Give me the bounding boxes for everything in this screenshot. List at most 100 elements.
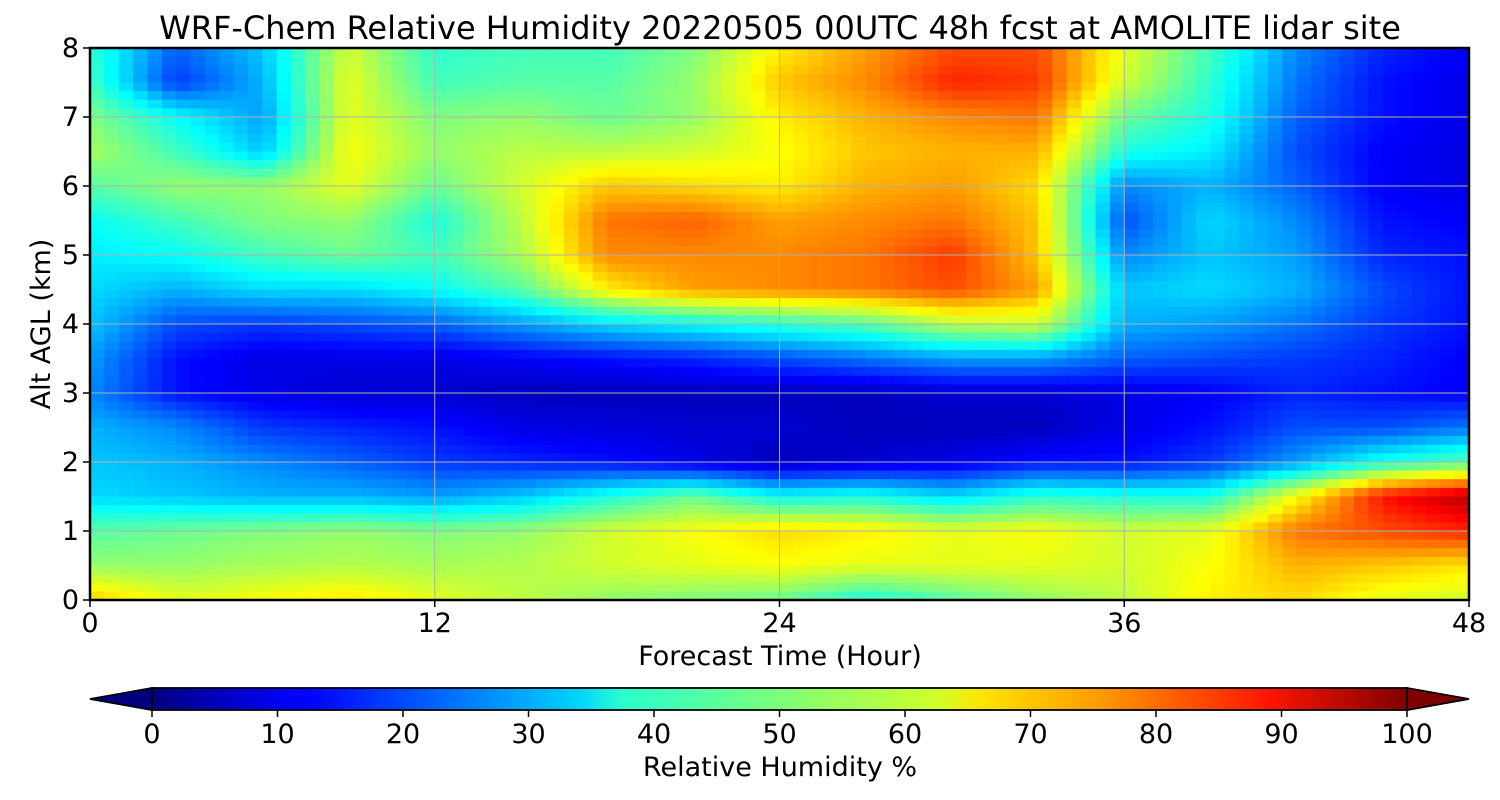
heatmap-cell [994, 108, 1010, 118]
heatmap-cell [161, 194, 177, 204]
heatmap-cell [923, 298, 939, 308]
heatmap-cell [1152, 289, 1168, 299]
heatmap-cell [434, 108, 450, 118]
heatmap-cell [391, 211, 407, 222]
heatmap-cell [664, 280, 680, 291]
heatmap-cell [1124, 436, 1140, 446]
heatmap-cell [1253, 332, 1269, 342]
heatmap-cell [937, 99, 953, 109]
heatmap-cell [334, 436, 350, 446]
heatmap-cell [851, 177, 867, 187]
heatmap-cell [549, 134, 565, 144]
heatmap-cell [1354, 306, 1370, 316]
heatmap-cell [1081, 73, 1097, 84]
heatmap-cell [1310, 272, 1326, 282]
heatmap-cell [1152, 487, 1168, 498]
heatmap-cell [1181, 358, 1197, 368]
heatmap-cell [90, 229, 105, 239]
heatmap-cell [1066, 358, 1082, 368]
heatmap-cell [607, 427, 623, 437]
heatmap-cell [406, 479, 421, 489]
heatmap-cell [923, 401, 939, 411]
heatmap-cell [607, 73, 623, 84]
heatmap-cell [722, 358, 737, 368]
heatmap-cell [1181, 436, 1197, 446]
heatmap-cell [1196, 487, 1212, 498]
heatmap-cell [262, 393, 278, 403]
heatmap-cell [1066, 401, 1082, 411]
heatmap-cell [204, 401, 220, 411]
heatmap-cell [592, 462, 608, 472]
heatmap-cell [564, 444, 579, 454]
heatmap-cell [865, 65, 881, 75]
heatmap-cell [779, 358, 795, 368]
heatmap-cell [549, 479, 565, 489]
heatmap-cell [1354, 246, 1370, 256]
heatmap-cell [104, 367, 120, 377]
heatmap-cell [549, 401, 565, 411]
heatmap-cell [1052, 151, 1068, 161]
heatmap-cell [118, 375, 134, 385]
heatmap-cell [664, 289, 680, 299]
heatmap-cell [233, 142, 249, 153]
heatmap-cell [520, 220, 536, 230]
heatmap-cell [865, 401, 881, 411]
heatmap-cell [1325, 349, 1341, 360]
heatmap-cell [894, 48, 910, 58]
heatmap-cell [1124, 91, 1140, 101]
heatmap-cell [678, 436, 694, 446]
heatmap-cell [1354, 367, 1370, 377]
heatmap-cell [1038, 203, 1054, 213]
heatmap-cell [664, 272, 680, 282]
heatmap-cell [1397, 82, 1413, 92]
heatmap-cell [118, 108, 134, 118]
heatmap-cell [334, 324, 350, 334]
heatmap-cell [348, 410, 364, 420]
heatmap-cell [90, 306, 105, 316]
heatmap-cell [793, 479, 809, 489]
heatmap-cell [1411, 246, 1427, 256]
heatmap-cell [1081, 246, 1097, 256]
heatmap-cell [621, 462, 637, 472]
heatmap-cell [1253, 393, 1269, 403]
heatmap-cell [1325, 280, 1341, 291]
heatmap-cell [880, 462, 896, 472]
heatmap-cell [1282, 289, 1298, 299]
heatmap-cell [635, 186, 651, 196]
heatmap-cell [190, 487, 206, 498]
heatmap-cell [1138, 263, 1154, 273]
heatmap-cell [449, 255, 465, 265]
heatmap-cell [980, 367, 996, 377]
heatmap-cell [1267, 453, 1283, 463]
heatmap-cell [951, 332, 967, 342]
heatmap-cell [1066, 134, 1082, 144]
heatmap-cell [406, 91, 421, 101]
heatmap-cell [650, 151, 666, 161]
heatmap-cell [1368, 324, 1384, 334]
heatmap-cell [736, 194, 752, 204]
heatmap-cell [1296, 255, 1312, 265]
heatmap-cell [578, 211, 594, 222]
heatmap-cell [836, 289, 852, 299]
heatmap-cell [305, 436, 321, 446]
heatmap-cell [334, 255, 350, 265]
heatmap-cell [650, 255, 666, 265]
heatmap-cell [420, 315, 436, 325]
heatmap-cell [1023, 203, 1039, 213]
heatmap-cell [1339, 418, 1355, 429]
heatmap-cell [736, 177, 752, 187]
heatmap-cell [176, 194, 192, 204]
heatmap-cell [1196, 73, 1212, 84]
heatmap-cell [334, 203, 350, 213]
heatmap-cell [1296, 384, 1312, 394]
heatmap-cell [1066, 108, 1082, 118]
heatmap-cell [621, 160, 637, 170]
heatmap-cell [635, 91, 651, 101]
heatmap-cell [520, 306, 536, 316]
heatmap-cell [750, 168, 766, 178]
heatmap-cell [334, 272, 350, 282]
heatmap-cell [1081, 48, 1097, 58]
heatmap-cell [1253, 48, 1269, 58]
heatmap-cell [693, 82, 709, 92]
heatmap-cell [923, 134, 939, 144]
